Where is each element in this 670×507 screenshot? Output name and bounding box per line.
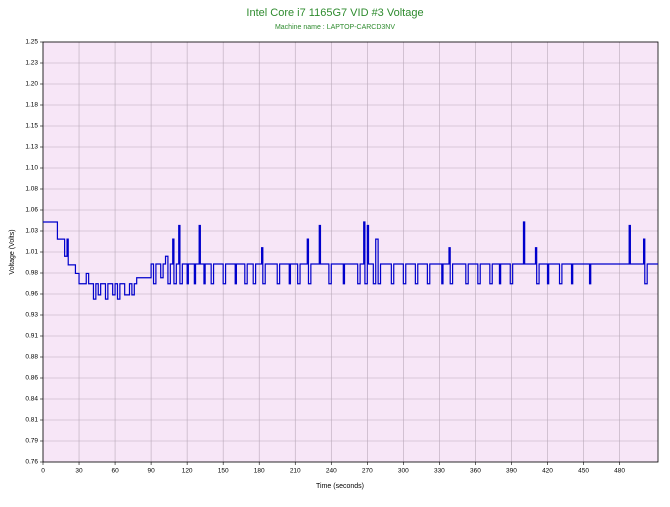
x-tick-label: 150 [218,468,229,475]
y-tick-label: 0.98 [25,270,38,277]
x-tick-label: 120 [182,468,193,475]
y-tick-label: 0.76 [25,459,38,466]
x-tick-label: 270 [362,468,373,475]
y-tick-label: 1.10 [25,165,38,172]
y-tick-label: 1.23 [25,60,38,67]
data-line [43,221,658,300]
x-tick-label: 0 [41,468,45,475]
y-tick-label: 1.18 [25,102,38,109]
y-tick-label: 1.20 [25,81,38,88]
y-tick-label: 0.93 [25,312,38,319]
y-tick-label: 0.88 [25,354,38,361]
y-tick-label: 0.81 [25,417,38,424]
x-tick-label: 420 [542,468,553,475]
chart-title: Intel Core i7 1165G7 VID #3 Voltage [246,7,423,19]
x-tick-label: 330 [434,468,445,475]
y-tick-label: 0.79 [25,438,38,445]
x-tick-label: 30 [75,468,83,475]
x-axis-label: Time (seconds) [316,483,364,490]
x-tick-label: 210 [290,468,301,475]
x-tick-label: 60 [111,468,119,475]
x-tick-label: 90 [147,468,155,475]
x-tick-label: 180 [254,468,265,475]
y-tick-label: 1.13 [25,144,38,151]
x-tick-label: 360 [470,468,481,475]
x-tick-label: 300 [398,468,409,475]
chart-subtitle: Machine name : LAPTOP-CARCD3NV [275,24,395,31]
y-tick-label: 1.03 [25,228,38,235]
x-tick-label: 450 [578,468,589,475]
y-tick-label: 1.25 [25,39,38,46]
y-tick-label: 0.91 [25,333,38,340]
x-tick-label: 390 [506,468,517,475]
x-tick-label: 480 [614,468,625,475]
x-tick-label: 240 [326,468,337,475]
y-tick-label: 0.96 [25,291,38,298]
y-tick-label: 0.86 [25,375,38,382]
y-tick-label: 1.15 [25,123,38,130]
y-tick-label: 1.01 [25,249,38,256]
plot-frame [42,41,659,463]
y-tick-label: 1.08 [25,186,38,193]
y-tick-label: 1.06 [25,207,38,214]
y-axis-label: Voltage (Volts) [9,229,16,274]
y-tick-label: 0.84 [25,396,38,403]
